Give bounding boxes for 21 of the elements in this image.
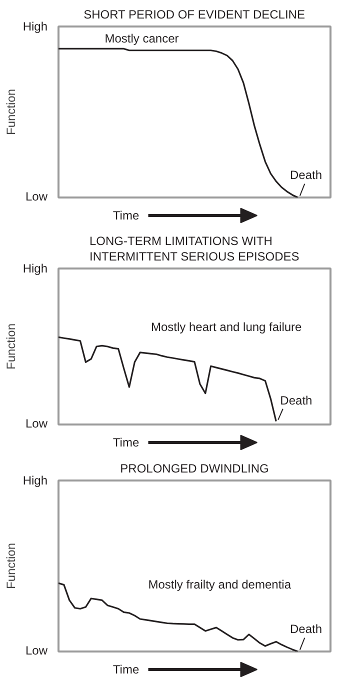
chart-title: PROLONGED DWINDLING xyxy=(120,462,269,476)
text: Mostly cancer xyxy=(104,31,179,46)
annotation: Mostly frailty and dementia xyxy=(148,578,292,592)
text: High xyxy=(22,262,48,276)
y-axis-title: Function xyxy=(4,323,18,370)
annotation: Death xyxy=(280,393,312,408)
text: Low xyxy=(25,416,48,430)
x-axis-title: Time xyxy=(112,662,140,676)
x-axis-title: Time xyxy=(112,436,140,450)
y-axis-title: Function xyxy=(4,88,18,136)
chart-title: LONG-TERM LIMITATIONS WITH INTERMITTENT SERIOUS EPISODES xyxy=(89,234,300,264)
text: Low xyxy=(25,644,48,658)
text: High xyxy=(22,474,48,488)
y-axis-title: Function xyxy=(4,542,18,590)
text: Low xyxy=(25,190,48,204)
x-axis-title: Time xyxy=(112,208,140,222)
text: Mostly heart and lung failure xyxy=(150,320,302,334)
annotation: Death xyxy=(290,168,322,182)
text: High xyxy=(22,20,48,34)
chart-title: SHORT PERIOD OF EVIDENT DECLINE xyxy=(84,8,305,22)
annotation: Death xyxy=(290,622,322,636)
